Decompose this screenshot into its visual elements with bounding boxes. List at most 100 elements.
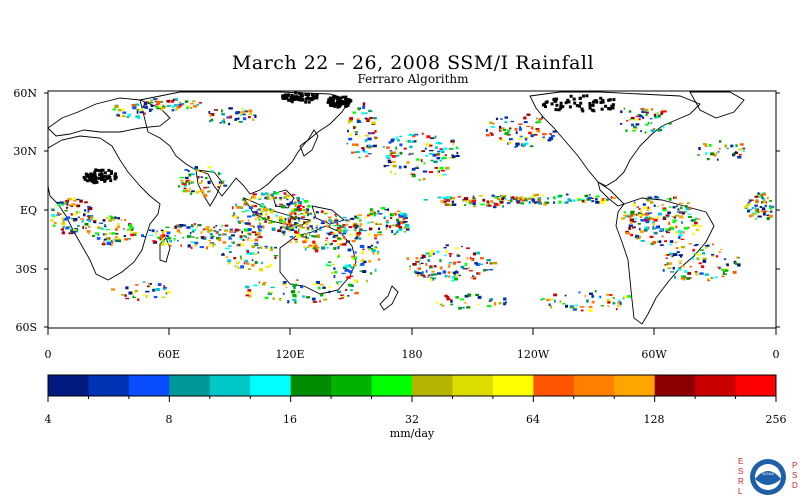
rain-pixel [493,205,497,209]
rain-pixel [664,254,668,256]
rain-pixel [536,201,540,204]
rain-pixel [487,305,492,308]
missing-data-pixel [344,98,348,102]
rain-pixel [79,199,83,203]
rain-pixel [132,296,137,299]
rain-pixel [325,237,329,239]
rain-pixel [372,144,377,148]
rain-pixel [248,109,253,113]
rain-pixel [271,227,276,230]
rain-pixel [197,175,200,179]
missing-data-pixel [552,98,556,102]
rain-pixel [634,118,638,121]
rain-pixel [360,263,365,266]
rain-pixel [538,200,542,203]
rain-pixel [644,227,649,230]
rain-pixel [355,236,359,238]
rain-pixel [252,214,256,217]
rain-pixel [400,214,405,218]
rain-pixel [342,226,345,228]
rain-pixel [61,222,66,226]
rain-pixel [603,198,608,202]
rain-pixel [257,232,261,235]
rain-pixel [687,272,692,275]
rain-pixel [424,147,427,150]
rain-pixel [428,171,433,174]
rain-pixel [245,239,249,241]
rain-pixel [466,306,471,309]
rain-pixel [677,208,680,211]
rain-pixel [394,213,397,216]
rain-pixel [77,224,80,227]
rain-pixel [395,136,398,140]
rain-pixel [136,110,139,114]
rain-pixel [245,249,248,252]
rain-pixel [254,233,259,236]
rain-pixel [354,237,358,240]
rain-pixel [292,218,297,221]
rain-pixel [518,127,522,131]
rain-pixel [732,153,735,157]
rain-pixel [644,218,648,222]
missing-data-pixel [327,98,331,102]
rain-pixel [311,227,314,230]
rain-pixel [124,218,127,222]
rain-pixel [670,225,674,228]
rain-pixel [156,230,158,232]
rain-pixel [445,196,450,200]
noaa-esrl-psd-logo: E S R L NOAA P S D [738,457,798,496]
rain-pixel [418,179,421,181]
rain-pixel [562,303,566,305]
rain-pixel [530,134,534,138]
rain-pixel [654,117,658,119]
missing-data-pixel [326,100,330,104]
rain-pixel [337,290,341,294]
rain-pixel [398,228,403,231]
rain-pixel [378,212,383,215]
rain-pixel [448,275,451,278]
rain-pixel [162,231,165,234]
rain-pixel [265,266,270,268]
colorbar-label-32: 32 [405,413,419,426]
rain-pixel [510,120,514,123]
rain-pixel [477,303,479,306]
rain-pixel [408,153,411,156]
rain-pixel [591,300,595,304]
rain-pixel [259,205,264,208]
rain-pixel [187,105,191,107]
rain-pixel [312,301,317,303]
rain-pixel [306,246,310,248]
rain-pixel [218,172,220,176]
rain-pixel [179,224,184,227]
rain-pixel [516,144,518,148]
rain-pixel [684,270,688,273]
missing-data-pixel [588,106,592,110]
rain-pixel [448,262,452,264]
rain-pixel [665,265,669,267]
rain-pixel [343,235,345,239]
rain-pixel [437,170,439,174]
rain-pixel [240,111,245,114]
rain-pixel [595,201,600,204]
rain-pixel [65,227,69,230]
japan-outline [299,129,319,157]
rain-pixel [652,240,657,244]
rain-pixel [244,222,249,225]
rain-pixel [388,225,392,229]
rain-pixel [112,108,116,111]
rain-pixel [697,225,702,228]
rain-pixel [385,154,390,159]
rain-pixel [355,232,358,236]
rain-pixel [178,103,182,105]
rain-pixel [158,105,162,109]
rain-pixel [270,246,273,249]
rain-pixel [367,214,370,217]
missing-data-pixel [588,102,592,105]
rain-pixel [364,138,368,143]
rain-pixel [135,103,140,106]
rain-pixel [770,205,775,208]
missing-data-pixel [600,107,604,111]
rain-pixel [438,170,440,173]
rain-pixel [162,104,164,107]
rain-pixel [83,213,86,217]
